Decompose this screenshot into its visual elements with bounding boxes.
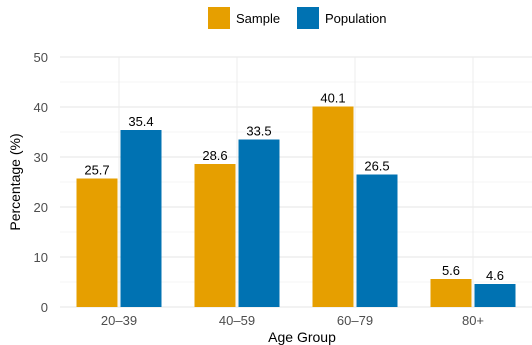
y-axis-title: Percentage (%): [7, 133, 23, 230]
data-label-sample: 25.7: [84, 163, 109, 178]
data-labels: 25.7 28.6 40.1 5.6 35.4 33.5 26.5 4.6: [84, 91, 504, 284]
bar-sample-3: [312, 106, 354, 307]
y-tick-label: 40: [34, 100, 48, 115]
data-label-population: 33.5: [246, 124, 271, 139]
legend: Sample Population: [208, 7, 386, 29]
legend-label-population: Population: [325, 11, 386, 26]
bars: [76, 106, 516, 307]
x-axis: 20–39 40–59 60–79 80+: [101, 313, 484, 328]
bar-sample-2: [194, 164, 236, 307]
x-tick-label: 20–39: [101, 313, 137, 328]
y-tick-label: 50: [34, 50, 48, 65]
bar-population-4: [474, 284, 516, 307]
data-label-population: 35.4: [128, 114, 153, 129]
y-tick-label: 20: [34, 200, 48, 215]
legend-swatch-sample: [208, 7, 230, 29]
x-tick-label: 40–59: [219, 313, 255, 328]
bar-sample-1: [76, 178, 118, 307]
data-label-sample: 5.6: [442, 263, 460, 278]
data-label-population: 4.6: [486, 268, 504, 283]
bar-population-2: [238, 139, 280, 307]
y-tick-label: 0: [41, 300, 48, 315]
legend-label-sample: Sample: [236, 11, 280, 26]
y-tick-label: 30: [34, 150, 48, 165]
bar-population-1: [120, 130, 162, 307]
y-tick-label: 10: [34, 250, 48, 265]
legend-swatch-population: [297, 7, 319, 29]
x-axis-title: Age Group: [268, 329, 336, 345]
bar-population-3: [356, 174, 398, 307]
x-tick-label: 80+: [462, 313, 484, 328]
bar-sample-4: [430, 279, 472, 307]
data-label-sample: 28.6: [202, 148, 227, 163]
x-tick-label: 60–79: [337, 313, 373, 328]
data-label-sample: 40.1: [320, 91, 345, 106]
data-label-population: 26.5: [364, 159, 389, 174]
y-axis: 0 10 20 30 40 50: [34, 50, 48, 315]
